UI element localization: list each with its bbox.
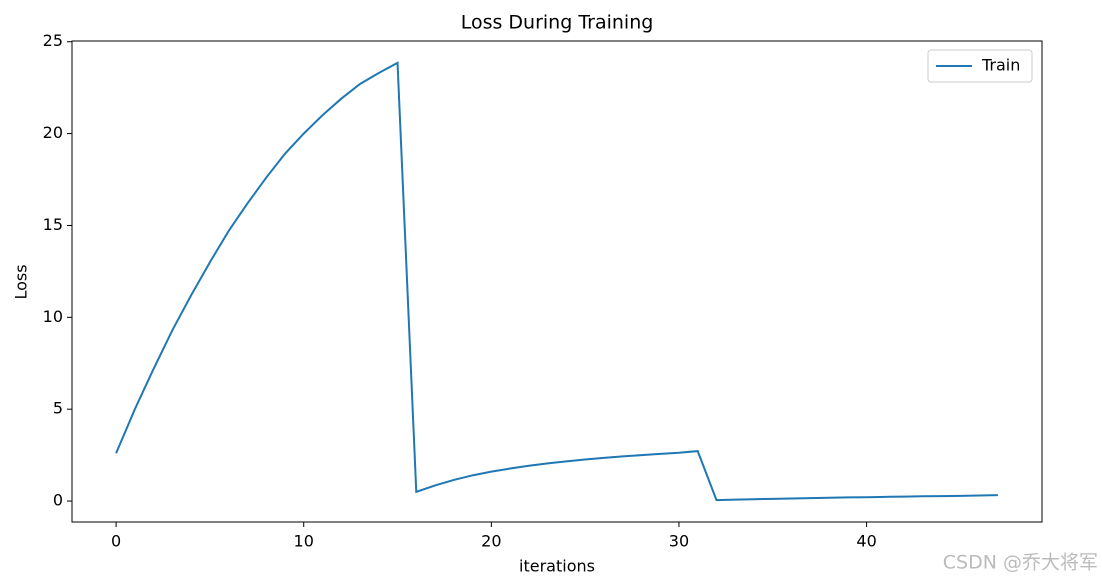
legend-box	[927, 49, 1033, 83]
x-axis-label: iterations	[519, 557, 595, 576]
chart-title: Loss During Training	[461, 12, 654, 34]
y-tick-label: 25	[43, 31, 63, 50]
plot-frame	[71, 40, 1043, 523]
y-tick-label: 0	[53, 491, 63, 510]
line-series	[115, 61, 998, 502]
x-tick-label: 40	[856, 532, 876, 551]
x-tick-label: 10	[294, 532, 314, 551]
y-tick-label: 10	[43, 307, 63, 326]
x-tick-label: 0	[111, 532, 121, 551]
legend-label: Train	[981, 56, 1020, 75]
y-axis-label: Loss	[12, 264, 31, 299]
watermark: CSDN @乔大将军	[943, 552, 1098, 574]
x-tick-label: 30	[669, 532, 689, 551]
x-tick-label: 20	[481, 532, 501, 551]
y-tick-label: 5	[53, 399, 63, 418]
y-tick-label: 20	[43, 123, 63, 142]
y-tick-label: 15	[43, 215, 63, 234]
